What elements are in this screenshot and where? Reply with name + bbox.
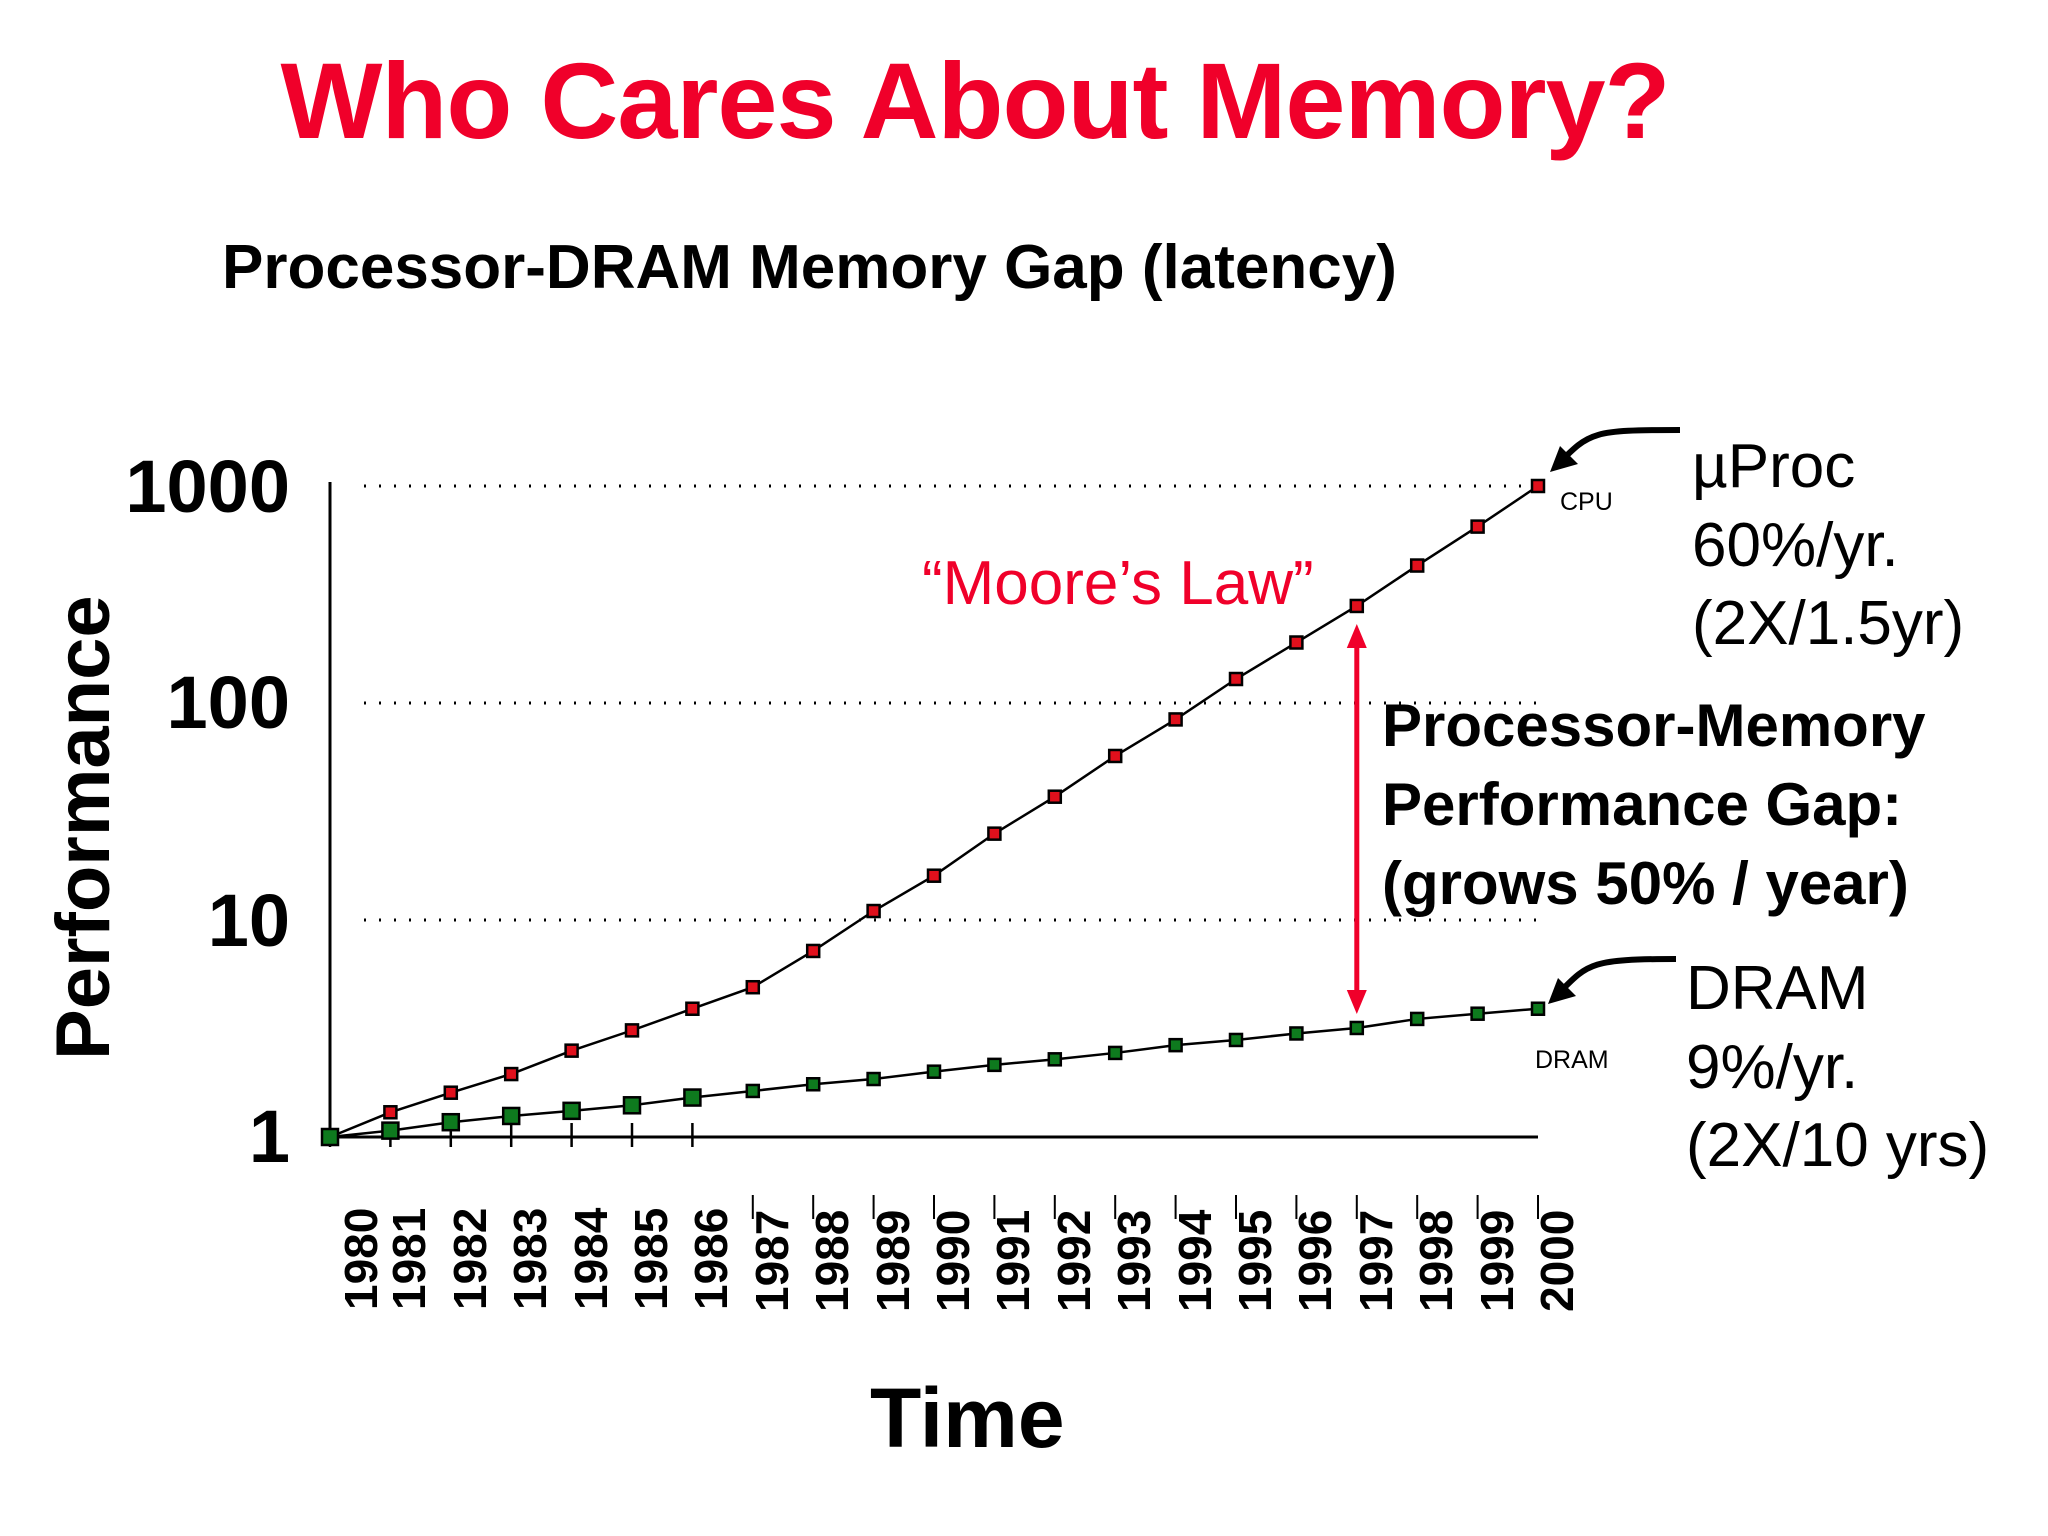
data-point-marker (683, 1088, 702, 1107)
data-point-marker (1470, 1006, 1485, 1021)
data-point-marker (624, 1023, 640, 1038)
x-tick-label-1982: 1982 (443, 1207, 496, 1310)
dram-line-2: 9%/yr. (1686, 1032, 1859, 1102)
dram-pointer-arrow-icon-head (1548, 978, 1576, 1004)
gap-line-2: Performance Gap: (1382, 771, 1903, 839)
data-point-marker (1409, 1011, 1425, 1027)
data-point-marker (1289, 635, 1304, 650)
uproc-line-2: 60%/yr. (1692, 510, 1899, 580)
uproc-pointer-arrow-icon-head (1550, 446, 1578, 472)
x-tick-label-1988: 1988 (806, 1209, 859, 1312)
data-point-marker (926, 1064, 942, 1079)
x-tick-label-1991: 1991 (987, 1209, 1040, 1312)
chart-subtitle: Processor-DRAM Memory Gap (latency) (222, 233, 1397, 302)
data-point-marker (1047, 789, 1063, 804)
data-point-marker (441, 1112, 461, 1132)
data-point-marker (745, 1083, 761, 1099)
data-point-marker (745, 979, 761, 995)
data-point-marker (1530, 478, 1546, 494)
x-tick-label-1992: 1992 (1047, 1209, 1100, 1312)
data-point-marker (926, 868, 942, 883)
x-tick-label-1986: 1986 (685, 1207, 738, 1310)
x-tick-label-1996: 1996 (1289, 1209, 1342, 1312)
data-point-marker (320, 1127, 340, 1147)
data-point-marker (1107, 748, 1123, 764)
x-tick-label-1994: 1994 (1168, 1209, 1221, 1312)
data-point-marker (622, 1096, 642, 1115)
x-tick-label-1993: 1993 (1108, 1209, 1161, 1312)
y-tick-100: 100 (166, 661, 290, 744)
data-point-marker (987, 1057, 1002, 1073)
data-point-marker (1409, 558, 1425, 573)
dram-pointer-arrow-icon (1551, 956, 1677, 1001)
gap-line-3: (grows 50% / year) (1382, 850, 1909, 918)
x-tick-label-1985: 1985 (625, 1207, 677, 1310)
y-tick-10: 10 (207, 879, 290, 962)
data-point-marker (562, 1101, 581, 1121)
y-tick-1000: 1000 (125, 445, 290, 528)
data-point-marker (1047, 1052, 1063, 1067)
x-tick-label-1984: 1984 (564, 1207, 617, 1310)
data-point-marker (805, 1077, 821, 1092)
data-point-marker (866, 903, 881, 919)
data-point-marker (1107, 1045, 1123, 1061)
x-tick-label-1990: 1990 (927, 1209, 979, 1312)
data-point-marker (1228, 1032, 1244, 1048)
data-point-marker (987, 826, 1002, 841)
data-point-marker (501, 1106, 521, 1126)
data-point-marker (1349, 1020, 1365, 1036)
data-point-marker (1168, 1037, 1183, 1053)
performance-gap-annotation: Processor-Memory Performance Gap: (grows… (1382, 686, 1926, 924)
x-tick-label-1983: 1983 (504, 1207, 557, 1310)
data-point-marker (866, 1071, 881, 1087)
y-tick-1: 1 (248, 1095, 290, 1178)
slide-title: Who Cares About Memory? (280, 40, 1670, 161)
data-point-marker (685, 1001, 700, 1016)
gap-arrow-down-icon (1346, 989, 1367, 1014)
x-tick-label-1980: 1980 (335, 1207, 387, 1310)
uproc-annotation: µProc 60%/yr. (2X/1.5yr) (1692, 428, 1964, 664)
x-tick-label-1981: 1981 (383, 1207, 436, 1310)
data-point-marker (564, 1043, 579, 1058)
dram-annotation: DRAM 9%/yr. (2X/10 yrs) (1686, 950, 1989, 1186)
x-tick-label-1995: 1995 (1229, 1209, 1281, 1312)
data-point-marker (1470, 519, 1485, 534)
data-point-marker (1349, 598, 1365, 614)
gap-arrow-up-icon (1346, 623, 1367, 648)
dram-series-tag: DRAM (1535, 1046, 1609, 1074)
data-point-marker (503, 1066, 519, 1082)
data-point-marker (1530, 1001, 1546, 1016)
cpu-series-tag: CPU (1560, 488, 1613, 516)
gap-line-1: Processor-Memory (1382, 692, 1926, 759)
x-tick-label-2000: 2000 (1531, 1209, 1583, 1312)
data-point-marker (383, 1105, 398, 1120)
data-point-marker (381, 1121, 400, 1140)
data-point-marker (1168, 712, 1183, 727)
data-point-marker (443, 1085, 459, 1100)
uproc-line-3: (2X/1.5yr) (1692, 589, 1965, 659)
data-point-marker (1228, 671, 1244, 687)
x-tick-label-1999: 1999 (1470, 1209, 1523, 1312)
uproc-line-1: µProc (1692, 432, 1856, 501)
data-point-marker (805, 943, 821, 959)
x-tick-label-1987: 1987 (745, 1209, 798, 1312)
x-axis-label: Time (870, 1371, 1065, 1465)
moores-law-annotation: “Moore’s Law” (922, 549, 1314, 618)
x-tick-label-1989: 1989 (866, 1209, 919, 1312)
data-point-marker (1289, 1026, 1304, 1041)
x-tick-label-1998: 1998 (1410, 1209, 1463, 1312)
dram-line-3: (2X/10 yrs) (1686, 1111, 1990, 1181)
x-tick-label-1997: 1997 (1349, 1209, 1402, 1312)
dram-line-1: DRAM (1686, 954, 1869, 1023)
